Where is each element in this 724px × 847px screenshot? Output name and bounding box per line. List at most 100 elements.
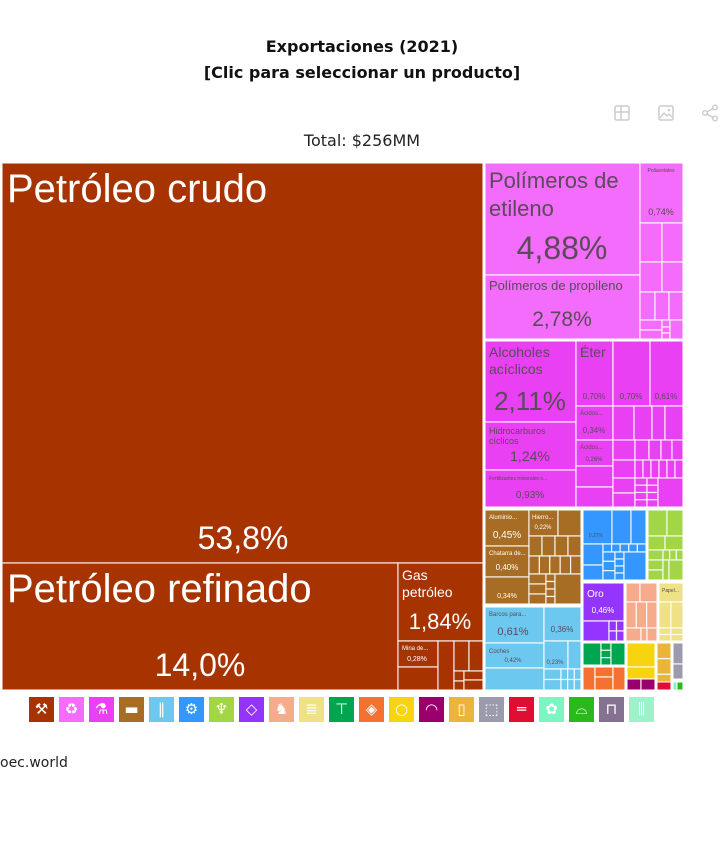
- treemap-tile[interactable]: [614, 558, 625, 567]
- treemap-tile[interactable]: [649, 340, 684, 407]
- treemap-tile[interactable]: [528, 555, 540, 575]
- treemap-tile[interactable]: [397, 666, 439, 691]
- treemap-tile[interactable]: [664, 535, 684, 551]
- treemap-tile[interactable]: [662, 559, 670, 581]
- treemap-tile[interactable]: [670, 627, 684, 636]
- treemap-tile[interactable]: [559, 555, 572, 575]
- legend-item-wood[interactable]: ═: [509, 697, 534, 722]
- treemap-tile[interactable]: [634, 459, 644, 479]
- treemap-tile[interactable]: [602, 543, 613, 553]
- treemap-tile[interactable]: [543, 668, 562, 681]
- treemap-tile[interactable]: [549, 555, 561, 575]
- legend-item-machinery[interactable]: ⚙: [179, 697, 204, 722]
- legend-item-metals[interactable]: ▬: [119, 697, 144, 722]
- treemap-tile[interactable]: [543, 606, 582, 642]
- treemap-tile[interactable]: [661, 222, 684, 263]
- treemap-tile[interactable]: [615, 620, 625, 632]
- treemap-tile[interactable]: [573, 678, 582, 691]
- treemap-tile[interactable]: [668, 291, 684, 321]
- treemap-tile[interactable]: [625, 601, 637, 629]
- treemap-tile[interactable]: [674, 459, 684, 479]
- tile-fertilizantes[interactable]: [484, 469, 577, 508]
- tile-acidos-2[interactable]: [575, 439, 614, 467]
- legend-item-misc[interactable]: ▯: [449, 697, 474, 722]
- treemap-tile[interactable]: [610, 642, 626, 666]
- treemap-tile[interactable]: [528, 593, 547, 605]
- treemap-tile[interactable]: [545, 580, 556, 590]
- treemap-tile[interactable]: [612, 459, 636, 479]
- legend-item-mineral[interactable]: ⚒: [29, 697, 54, 722]
- treemap-tile[interactable]: [646, 484, 659, 494]
- treemap-tile[interactable]: [661, 261, 684, 293]
- treemap-tile[interactable]: [600, 657, 612, 666]
- treemap-tile[interactable]: [557, 509, 582, 537]
- treemap-tile[interactable]: [625, 582, 641, 603]
- treemap-tile[interactable]: [626, 666, 656, 680]
- legend-item-hides[interactable]: ✿: [539, 697, 564, 722]
- tile-oro[interactable]: [582, 582, 625, 622]
- treemap-tile[interactable]: [614, 572, 625, 581]
- treemap-tile[interactable]: [545, 588, 556, 598]
- treemap-tile[interactable]: [640, 678, 656, 691]
- treemap-tile[interactable]: [662, 549, 671, 561]
- tile-petroleo-crudo[interactable]: [1, 162, 484, 564]
- treemap-tile[interactable]: [626, 678, 642, 691]
- treemap-tile[interactable]: [573, 668, 582, 681]
- treemap-tile[interactable]: [463, 670, 484, 681]
- tile-eter[interactable]: [575, 340, 614, 407]
- treemap-tile[interactable]: [600, 649, 612, 659]
- treemap-tile[interactable]: [567, 535, 582, 557]
- legend-item-transport[interactable]: ∥: [149, 697, 174, 722]
- treemap-tile[interactable]: [634, 484, 648, 494]
- treemap-tile[interactable]: [639, 261, 663, 293]
- image-icon[interactable]: [656, 103, 676, 123]
- tile-hierro[interactable]: [528, 509, 559, 537]
- treemap-tile[interactable]: [654, 291, 670, 321]
- legend-item-chemical[interactable]: ♻: [59, 697, 84, 722]
- treemap-tile[interactable]: [634, 491, 648, 501]
- treemap-tile[interactable]: [612, 405, 635, 441]
- legend-item-foodstuffs[interactable]: ○: [389, 697, 414, 722]
- treemap-tile[interactable]: [639, 329, 663, 340]
- treemap-tile[interactable]: [646, 477, 659, 486]
- treemap-tile[interactable]: [615, 630, 625, 642]
- treemap-tile[interactable]: [541, 535, 556, 557]
- treemap-tile[interactable]: [661, 319, 671, 328]
- tile-gas-petroleo[interactable]: [397, 562, 484, 642]
- treemap-tile[interactable]: [646, 491, 659, 501]
- treemap-tile[interactable]: [567, 678, 575, 691]
- treemap-tile[interactable]: [453, 670, 465, 682]
- treemap-tile[interactable]: [543, 678, 562, 691]
- treemap-tile[interactable]: [646, 627, 658, 642]
- treemap-tile[interactable]: [602, 551, 616, 562]
- treemap-tile[interactable]: [656, 681, 672, 691]
- treemap-tile[interactable]: [656, 642, 672, 660]
- treemap-tile[interactable]: [650, 459, 660, 479]
- treemap-tile[interactable]: [545, 595, 556, 605]
- treemap-tile[interactable]: [612, 666, 626, 691]
- treemap-tile[interactable]: [660, 439, 673, 461]
- treemap-tile[interactable]: [554, 535, 569, 557]
- treemap-tile[interactable]: [666, 509, 684, 537]
- treemap-tile[interactable]: [672, 663, 684, 680]
- treemap-tile[interactable]: [612, 477, 636, 494]
- treemap-tile[interactable]: [666, 459, 676, 479]
- legend-item-animal[interactable]: ♞: [269, 697, 294, 722]
- treemap-tile[interactable]: [647, 559, 664, 571]
- treemap-tile[interactable]: [647, 535, 666, 551]
- legend-item-paper[interactable]: ≣: [299, 697, 324, 722]
- treemap-tile[interactable]: [594, 676, 614, 691]
- treemap-tile[interactable]: [560, 678, 569, 691]
- treemap-tile[interactable]: [651, 405, 666, 441]
- treemap-tile[interactable]: [634, 499, 648, 508]
- treemap-tile[interactable]: [582, 564, 604, 581]
- treemap-tile[interactable]: [625, 627, 642, 642]
- treemap-tile[interactable]: [658, 633, 672, 642]
- treemap-tile[interactable]: [647, 549, 664, 561]
- treemap-tile[interactable]: [619, 543, 630, 553]
- treemap-tile[interactable]: [437, 640, 455, 691]
- legend-item-art[interactable]: ⊓: [599, 697, 624, 722]
- treemap-tile[interactable]: [453, 680, 465, 691]
- treemap-tile[interactable]: [646, 601, 658, 629]
- treemap-tile[interactable]: [658, 601, 672, 629]
